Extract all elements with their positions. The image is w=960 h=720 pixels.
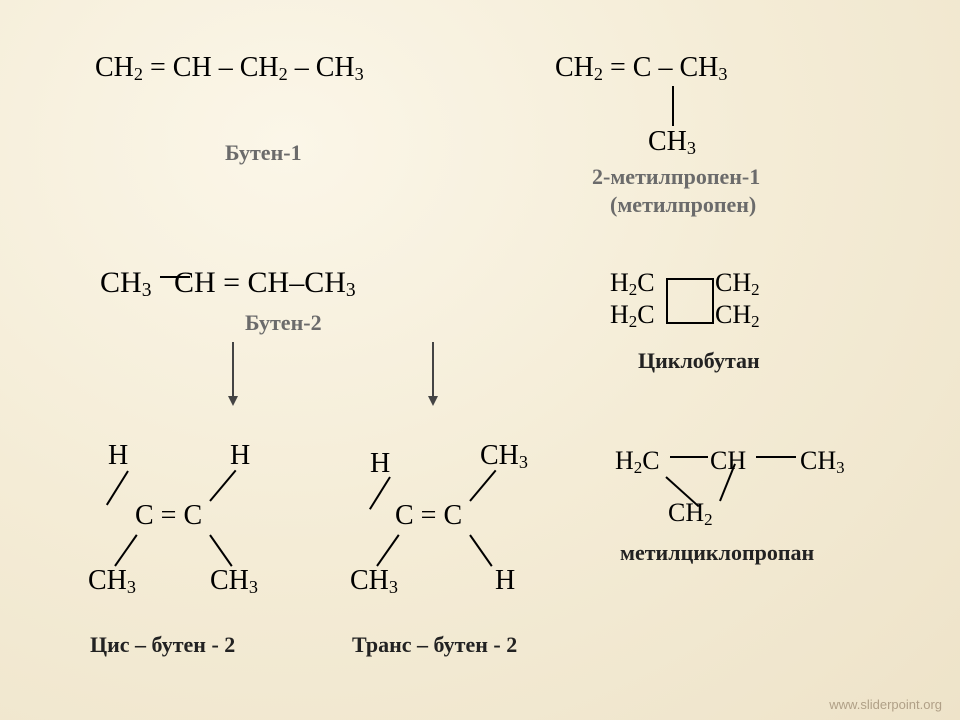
arrow-to-trans — [432, 342, 434, 404]
cis-bond-bl — [114, 534, 137, 566]
cis-bond-br — [209, 534, 232, 566]
trans-ch3-left: CH3 — [350, 565, 398, 598]
butene1-label: Бутен-1 — [225, 140, 302, 166]
cyclobutane-label: Циклобутан — [638, 348, 760, 374]
cis-ch3-left: CH3 — [88, 565, 136, 598]
mcp-top-mid: CH — [710, 446, 746, 476]
methylpropene-label1: 2-метилпропен-1 — [592, 164, 760, 190]
trans-bond-tl — [369, 476, 391, 509]
trans-ch3-right: CH3 — [480, 440, 528, 473]
cis-bond-tl — [106, 470, 129, 505]
trans-bond-br — [469, 534, 492, 566]
methylpropene-branch: CH3 — [648, 126, 696, 159]
cyclobutane-tr: CH2 — [715, 268, 760, 300]
trans-bond-bl — [376, 534, 399, 566]
cyclobutane-br: CH2 — [715, 300, 760, 332]
cyclobutane-top-bond — [666, 278, 714, 280]
methylpropene-label2: (метилпропен) — [610, 192, 756, 218]
mcp-top-right: CH3 — [800, 446, 845, 478]
cis-label: Цис – бутен - 2 — [90, 632, 235, 658]
butene2-formula: CH3 CH = CH–CH3 — [100, 266, 356, 302]
cis-center: C = C — [135, 500, 202, 532]
mcp-right-bond — [756, 456, 796, 458]
mcp-top-bond — [670, 456, 708, 458]
methylpropene-line1: CH2 = C – CH3 — [555, 52, 727, 85]
trans-center: C = C — [395, 500, 462, 532]
cyclobutane-right-bond — [712, 278, 714, 322]
trans-h-right: H — [495, 565, 515, 597]
cis-ch3-right: CH3 — [210, 565, 258, 598]
cyclobutane-tl: H2C — [610, 268, 655, 300]
trans-label: Транс – бутен - 2 — [352, 632, 517, 658]
cis-h-left: H — [108, 440, 128, 472]
cyclobutane-bl: H2C — [610, 300, 655, 332]
butene2-bond — [160, 276, 190, 278]
cyclobutane-left-bond — [666, 278, 668, 322]
cis-h-right: H — [230, 440, 250, 472]
trans-bond-tr — [469, 470, 496, 502]
mcp-label: метилциклопропан — [620, 540, 814, 566]
mcp-top-left: H2C — [615, 446, 660, 478]
arrow-to-cis — [232, 342, 234, 404]
cis-bond-tr — [209, 470, 236, 502]
butene1-formula: CH2 = CH – CH2 – CH3 — [95, 52, 364, 85]
butene2-label: Бутен-2 — [245, 310, 322, 336]
footer-credit: www.sliderpoint.org — [829, 697, 942, 712]
trans-h-left: H — [370, 448, 390, 480]
methylpropene-branch-bond — [672, 86, 674, 126]
cyclobutane-bottom-bond — [666, 322, 714, 324]
mcp-bottom: CH2 — [668, 498, 713, 530]
